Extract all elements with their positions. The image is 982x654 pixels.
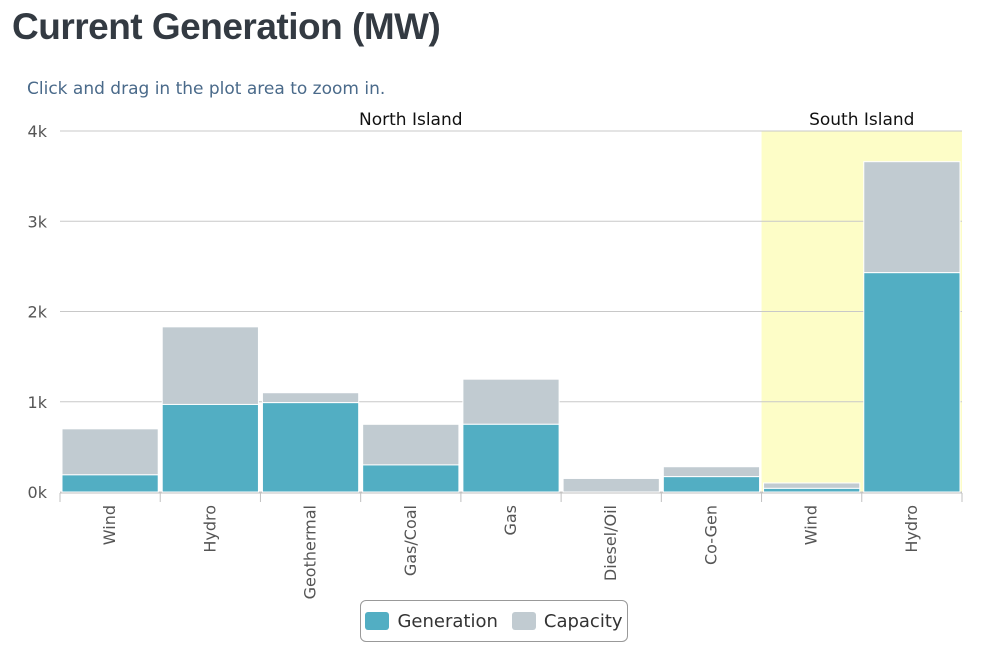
bar-generation bbox=[261, 402, 360, 493]
bar-generation bbox=[161, 403, 259, 493]
x-tick-label: Hydro bbox=[902, 505, 921, 553]
zoom-hint: Click and drag in the plot area to zoom … bbox=[27, 79, 386, 99]
bar-capacity bbox=[562, 477, 660, 493]
bar-generation bbox=[662, 476, 761, 493]
group-label: South Island bbox=[809, 110, 914, 130]
bar-capacity bbox=[261, 392, 360, 404]
x-tick-label: Gas/Coal bbox=[401, 505, 420, 576]
page-title: Current Generation (MW) bbox=[12, 6, 441, 47]
x-tick-label: Geothermal bbox=[301, 505, 320, 599]
y-tick-label: 1k bbox=[28, 393, 48, 412]
bar-capacity bbox=[362, 423, 460, 466]
bar-generation bbox=[362, 464, 460, 493]
y-tick-label: 4k bbox=[28, 122, 48, 141]
y-axis: 0k 1k 2k 3k 4k bbox=[28, 122, 48, 502]
legend-label-capacity: Capacity bbox=[543, 610, 623, 632]
y-tick-label: 3k bbox=[28, 212, 48, 231]
generation-chart[interactable]: 0k 1k 2k 3k 4k Wind Hydro Geothermal Gas/Coal Ga… bbox=[0, 0, 982, 600]
bars bbox=[61, 161, 961, 493]
y-tick-label: 2k bbox=[28, 303, 48, 322]
group-label: North Island bbox=[359, 110, 463, 130]
group-labels: North Island South Island bbox=[359, 110, 914, 130]
x-axis: Wind Hydro Geothermal Gas/Coal Gas Diesel/Oil… bbox=[59, 492, 963, 599]
y-tick-label: 0k bbox=[28, 483, 48, 502]
bar-capacity bbox=[763, 482, 861, 489]
capacity-swatch bbox=[511, 612, 536, 630]
bar-generation bbox=[863, 272, 961, 493]
legend-label-generation: Generation bbox=[397, 610, 498, 632]
bar-capacity bbox=[863, 161, 961, 274]
x-tick-label: Wind bbox=[802, 505, 821, 545]
x-tick-label: Co-Gen bbox=[701, 505, 720, 565]
x-tick-label: Hydro bbox=[200, 505, 219, 553]
bar-generation bbox=[462, 423, 560, 493]
legend-item-generation[interactable]: Generation bbox=[365, 610, 498, 632]
bar-capacity bbox=[161, 326, 259, 405]
x-tick-label: Diesel/Oil bbox=[601, 505, 620, 581]
generation-swatch bbox=[365, 612, 390, 630]
x-tick-label: Gas bbox=[501, 505, 520, 536]
bar-capacity bbox=[61, 428, 159, 476]
bar-capacity bbox=[462, 378, 560, 425]
legend: Generation Capacity bbox=[360, 600, 628, 642]
bar-capacity bbox=[662, 466, 761, 478]
legend-item-capacity[interactable]: Capacity bbox=[511, 610, 623, 632]
bar-generation bbox=[763, 487, 861, 493]
bar-generation bbox=[61, 474, 159, 493]
x-tick-label: Wind bbox=[100, 505, 119, 545]
